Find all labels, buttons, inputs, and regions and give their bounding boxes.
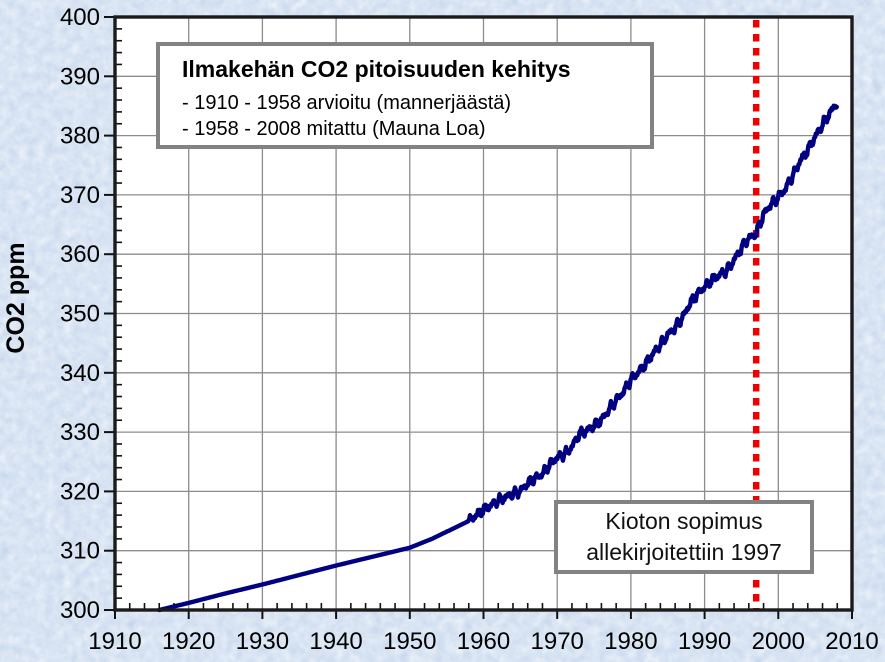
chart-subtitle-measured: - 1958 - 2008 mitattu (Mauna Loa): [182, 118, 486, 140]
x-tick-label: 1920: [162, 628, 215, 655]
x-tick-label: 2010: [825, 628, 878, 655]
co2-trend-line: [157, 103, 839, 613]
x-tick-label: 1990: [678, 628, 731, 655]
x-tick-label: 1930: [236, 628, 289, 655]
x-tick-label: 1980: [604, 628, 657, 655]
kyoto-annotation-line1: Kioton sopimus: [605, 508, 763, 534]
chart-title: Ilmakehän CO2 pitoisuuden kehitys: [182, 56, 571, 82]
chart-subtitle-estimated: - 1910 - 1958 arvioitu (mannerjäästä): [182, 92, 512, 114]
y-tick-label: 300: [60, 597, 100, 624]
kyoto-annotation-box: Kioton sopimus allekirjoitettiin 1997: [554, 500, 814, 574]
y-tick-label: 340: [60, 360, 100, 387]
x-tick-label: 1970: [531, 628, 584, 655]
plot-frame: [113, 15, 854, 612]
y-tick-label: 320: [60, 478, 100, 505]
y-tick-label: 350: [60, 301, 100, 328]
chart-title-box: Ilmakehän CO2 pitoisuuden kehitys - 1910…: [156, 42, 654, 149]
x-tick-label: 1910: [88, 628, 141, 655]
y-tick-label: 330: [60, 419, 100, 446]
y-tick-label: 380: [60, 123, 100, 150]
y-tick-label: 400: [60, 4, 100, 31]
y-axis-label: CO2 ppm: [2, 242, 30, 353]
y-tick-label: 370: [60, 182, 100, 209]
x-tick-label: 1960: [457, 628, 510, 655]
y-tick-label: 390: [60, 63, 100, 90]
kyoto-annotation-line2: allekirjoitettiin 1997: [586, 539, 782, 565]
x-tick-label: 1950: [383, 628, 436, 655]
y-tick-label: 310: [60, 538, 100, 565]
x-tick-label: 1940: [309, 628, 362, 655]
x-tick-label: 2000: [752, 628, 805, 655]
y-tick-label: 360: [60, 241, 100, 268]
